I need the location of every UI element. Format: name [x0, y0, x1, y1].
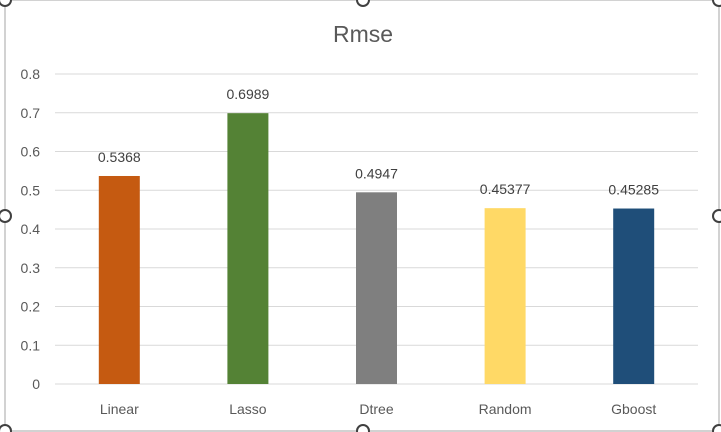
bar-dtree — [356, 192, 397, 384]
x-tick-label: Dtree — [359, 401, 393, 417]
bar-random — [484, 208, 526, 384]
data-label: 0.6989 — [226, 86, 269, 102]
data-label: 0.4947 — [355, 165, 398, 181]
x-tick-label: Random — [479, 401, 532, 417]
y-tick-label: 0.4 — [21, 221, 41, 237]
y-tick-label: 0.3 — [21, 260, 41, 276]
data-labels: 0.5368 0.6989 0.4947 0.45377 0.45285 — [98, 86, 659, 197]
y-tick-label: 0 — [32, 376, 40, 392]
x-axis-labels: Linear Lasso Dtree Random Gboost — [100, 401, 657, 417]
bar-lasso — [227, 113, 269, 385]
y-tick-label: 0.1 — [21, 337, 41, 353]
data-label: 0.45285 — [608, 182, 659, 198]
resize-handle-middle-left[interactable] — [0, 209, 12, 223]
resize-handle-top-left[interactable] — [0, 0, 12, 7]
x-tick-label: Linear — [100, 401, 139, 417]
resize-handle-bottom-right[interactable] — [712, 424, 721, 432]
resize-handle-bottom-left[interactable] — [0, 424, 12, 432]
resize-handle-middle-right[interactable] — [712, 209, 721, 223]
bars — [98, 113, 655, 385]
resize-handle-top-right[interactable] — [712, 0, 721, 7]
x-tick-label: Lasso — [229, 401, 267, 417]
y-axis-ticks: 0 0.1 0.2 0.3 0.4 0.5 0.6 0.7 0.8 — [21, 66, 41, 392]
y-tick-label: 0.2 — [21, 299, 41, 315]
data-label: 0.5368 — [98, 149, 141, 165]
resize-handle-top-center[interactable] — [356, 0, 370, 7]
bar-linear — [98, 175, 140, 384]
resize-handle-bottom-center[interactable] — [356, 424, 370, 432]
y-tick-label: 0.5 — [21, 182, 41, 198]
bar-gboost — [613, 208, 655, 384]
chart-title: Rmse — [333, 21, 393, 47]
y-tick-label: 0.8 — [21, 66, 41, 82]
x-tick-label: Gboost — [611, 401, 656, 417]
data-label: 0.45377 — [480, 181, 531, 197]
y-tick-label: 0.6 — [21, 144, 41, 160]
y-tick-label: 0.7 — [21, 105, 41, 121]
